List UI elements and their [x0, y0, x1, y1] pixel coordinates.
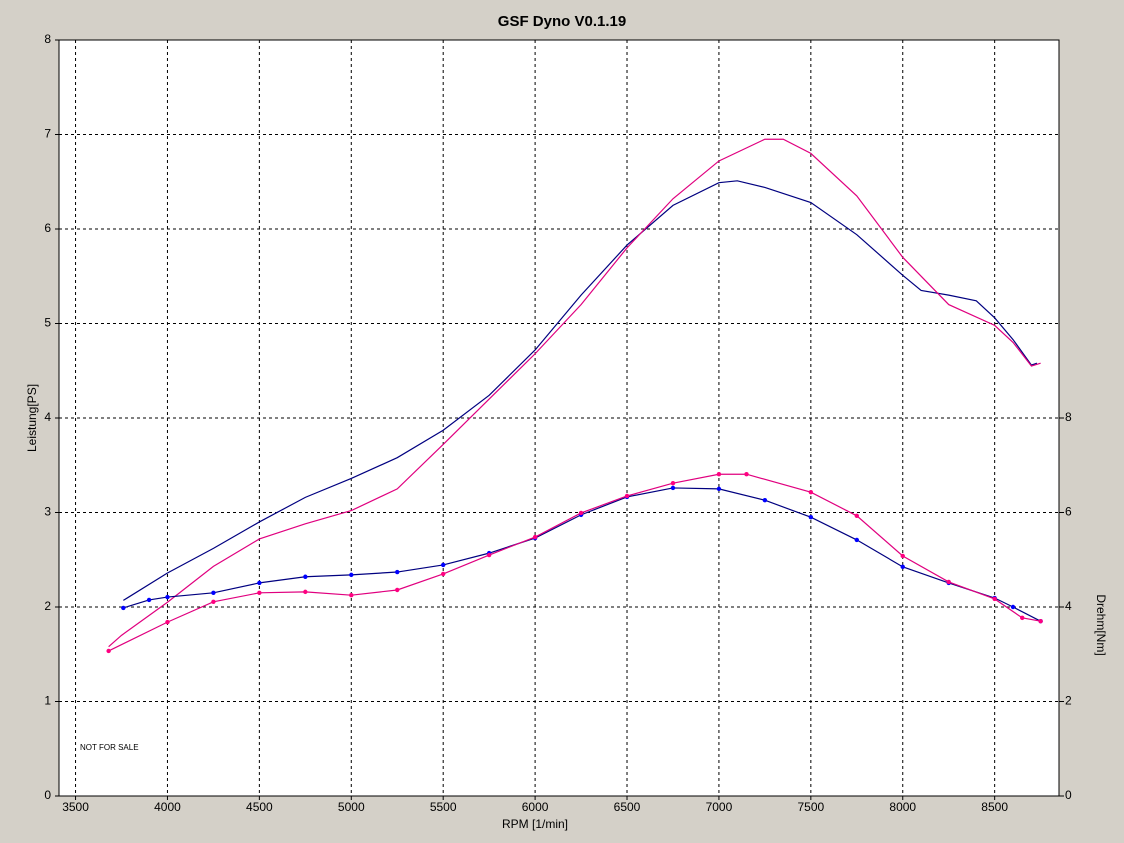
marker — [992, 596, 997, 602]
marker — [257, 580, 262, 586]
marker — [532, 534, 538, 540]
marker — [578, 510, 584, 516]
marker — [716, 472, 722, 477]
y-tick-label: 8 — [44, 32, 51, 46]
marker — [165, 619, 170, 625]
y-tick-label: 6 — [44, 221, 51, 235]
marker — [486, 552, 492, 558]
marker — [854, 537, 859, 543]
line — [108, 138, 1041, 648]
marker — [211, 590, 216, 596]
y2-tick-label: 0 — [1065, 788, 1072, 802]
y-tick-label: 1 — [44, 694, 51, 708]
x-tick-label: 8000 — [889, 800, 916, 814]
marker — [106, 648, 111, 654]
marker — [211, 599, 216, 605]
x-tick-label: 3500 — [62, 800, 89, 814]
y-tick-label: 3 — [44, 505, 51, 519]
x-axis-label: RPM [1/min] — [502, 817, 568, 831]
marker — [900, 564, 905, 570]
x-tick-label: 8500 — [981, 800, 1008, 814]
chart-title: GSF Dyno V0.1.19 — [498, 13, 626, 30]
x-tick-label: 5000 — [338, 800, 365, 814]
y-tick-label: 0 — [44, 788, 51, 802]
y-axis-label: Leistung[PS] — [25, 384, 39, 452]
annotation: NOT FOR SALE — [80, 743, 139, 752]
marker — [395, 587, 400, 593]
marker — [716, 486, 722, 492]
y-tick-label: 4 — [44, 410, 51, 424]
marker — [624, 493, 630, 499]
marker — [440, 571, 446, 577]
marker — [854, 513, 859, 519]
y-tick-label: 7 — [44, 127, 51, 141]
y2-tick-label: 8 — [1065, 410, 1072, 424]
marker — [257, 590, 262, 596]
marker — [762, 498, 768, 503]
y2-tick-label: 6 — [1065, 505, 1072, 519]
marker — [146, 597, 152, 603]
x-tick-label: 4000 — [154, 800, 181, 814]
y2-tick-label: 4 — [1065, 599, 1072, 613]
x-tick-label: 6500 — [614, 800, 641, 814]
marker — [1020, 615, 1025, 621]
marker — [440, 562, 446, 568]
marker — [808, 489, 814, 495]
marker — [670, 485, 676, 491]
marker — [900, 553, 905, 559]
x-tick-label: 7500 — [797, 800, 824, 814]
x-tick-label: 7000 — [706, 800, 733, 814]
line — [108, 473, 1041, 652]
marker — [1038, 618, 1043, 624]
y-tick-label: 5 — [44, 316, 51, 330]
marker — [1010, 604, 1016, 610]
marker — [808, 515, 814, 520]
y-tick-label: 2 — [44, 599, 51, 613]
x-tick-label: 6000 — [522, 800, 549, 814]
x-tick-label: 5500 — [430, 800, 457, 814]
marker — [395, 569, 400, 575]
marker — [349, 572, 354, 578]
line — [123, 180, 1038, 601]
marker — [744, 472, 749, 477]
marker — [670, 481, 676, 486]
x-tick-label: 4500 — [246, 800, 273, 814]
marker — [121, 605, 126, 611]
marker — [349, 592, 354, 598]
marker — [946, 579, 951, 585]
y2-tick-label: 2 — [1065, 694, 1072, 708]
y2-axis-label: Drehm[Nm] — [1094, 594, 1108, 655]
marker — [303, 574, 308, 579]
marker — [303, 589, 308, 595]
marker — [165, 594, 170, 600]
